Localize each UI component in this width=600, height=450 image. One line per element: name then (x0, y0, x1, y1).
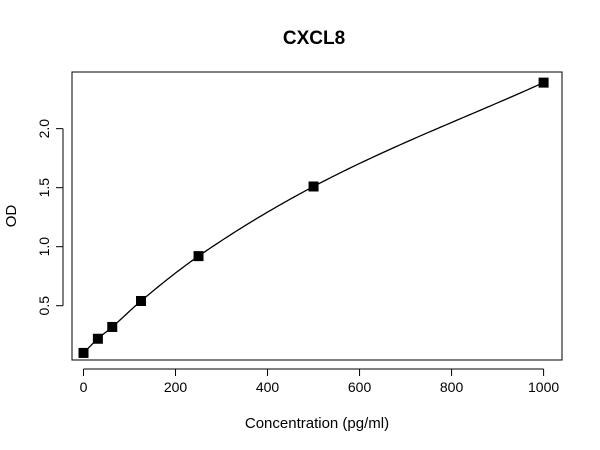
data-point (193, 251, 204, 262)
y-tick-label: 2.0 (36, 119, 52, 139)
data-point (107, 321, 118, 332)
fit-curve (83, 82, 544, 354)
x-axis-label: Concentration (pg/ml) (245, 415, 389, 432)
chart-title: CXCL8 (283, 28, 345, 49)
data-point (136, 295, 147, 306)
data-point (308, 181, 319, 192)
x-tick-label: 200 (164, 379, 188, 395)
data-point (92, 333, 103, 344)
y-tick-label: 1.0 (36, 237, 52, 257)
data-point (78, 347, 89, 358)
data-point (538, 77, 549, 88)
plot-frame (71, 71, 563, 361)
y-axis: 0.5 1.0 1.5 2.0 (36, 119, 64, 316)
x-tick-label: 1000 (528, 379, 559, 395)
y-tick-label: 0.5 (36, 296, 52, 316)
x-tick-label: 600 (348, 379, 372, 395)
y-axis-label: OD (3, 205, 20, 228)
y-tick-label: 1.5 (36, 178, 52, 198)
x-tick-label: 0 (80, 379, 88, 395)
data-points (78, 77, 549, 358)
x-tick-label: 400 (256, 379, 280, 395)
x-tick-label: 800 (440, 379, 464, 395)
x-axis: 0 200 400 600 800 1000 (80, 368, 559, 395)
